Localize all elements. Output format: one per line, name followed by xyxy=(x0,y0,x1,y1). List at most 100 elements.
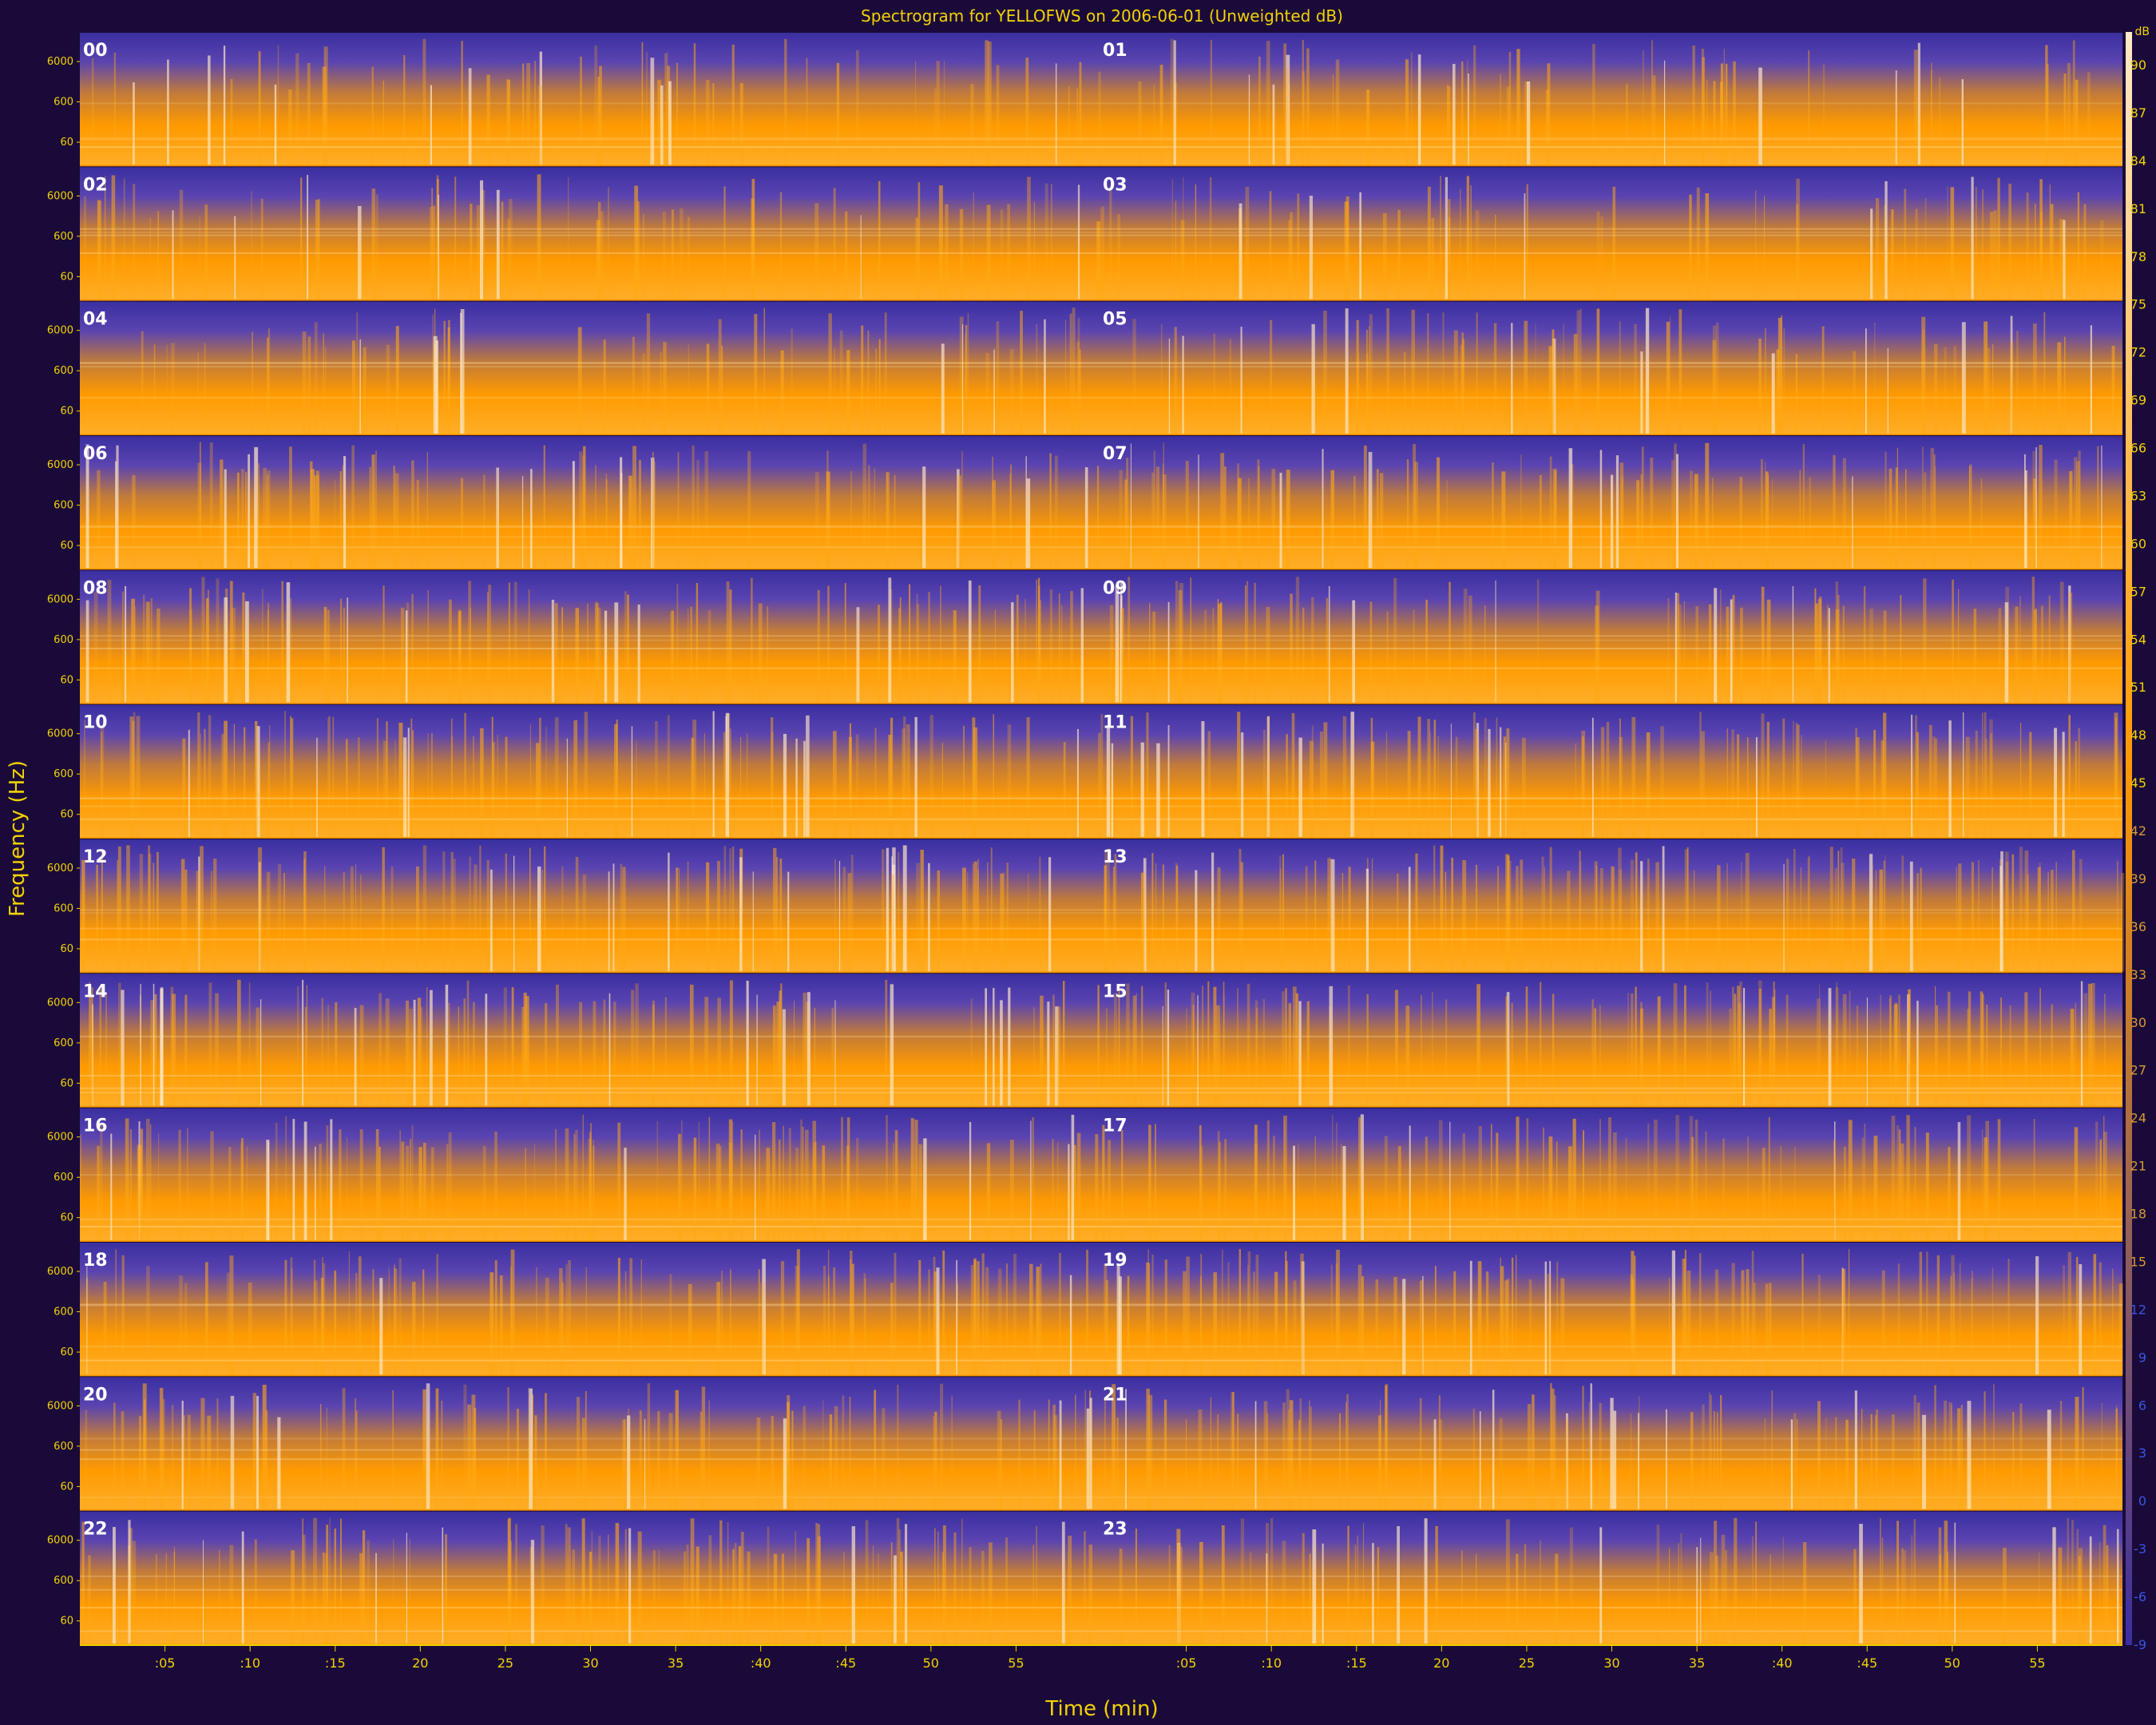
energy-streak xyxy=(718,319,722,434)
energy-streak xyxy=(963,725,965,837)
hour-label-12: 12 xyxy=(83,847,108,867)
energy-streak xyxy=(328,716,331,837)
energy-streak xyxy=(1289,1400,1294,1509)
energy-streak xyxy=(277,1417,281,1509)
energy-streak xyxy=(466,980,470,1106)
energy-streak xyxy=(918,1144,922,1240)
energy-streak xyxy=(1975,730,1978,837)
energy-streak xyxy=(1330,859,1335,972)
y-tick-label: 600 xyxy=(54,768,73,780)
energy-streak xyxy=(1461,332,1464,434)
energy-streak xyxy=(740,736,742,837)
energy-streak xyxy=(1799,470,1801,569)
energy-streak xyxy=(182,738,186,837)
energy-streak xyxy=(657,1410,660,1509)
energy-streak xyxy=(1292,986,1297,1106)
energy-streak xyxy=(1104,1397,1106,1509)
energy-streak xyxy=(129,1528,133,1644)
energy-streak xyxy=(1920,867,1922,972)
energy-streak xyxy=(561,1282,564,1375)
energy-streak xyxy=(1336,1122,1338,1240)
energy-streak xyxy=(1971,1271,1973,1375)
energy-streak xyxy=(205,597,209,703)
energy-streak xyxy=(639,1410,642,1509)
energy-streak xyxy=(125,585,127,703)
energy-streak xyxy=(1247,1265,1249,1375)
energy-streak xyxy=(2075,741,2077,837)
energy-streak xyxy=(1429,731,1431,837)
energy-streak xyxy=(759,1129,760,1240)
energy-streak xyxy=(1888,998,1891,1106)
energy-streak xyxy=(1322,449,1324,569)
energy-streak xyxy=(1076,1132,1081,1240)
energy-streak xyxy=(2089,1536,2092,1644)
energy-streak xyxy=(1153,84,1155,165)
energy-streak xyxy=(1817,998,1821,1106)
energy-streak xyxy=(1290,212,1293,299)
energy-streak xyxy=(386,721,388,837)
energy-streak xyxy=(378,1146,381,1240)
energy-streak xyxy=(582,1114,584,1240)
energy-streak xyxy=(1590,1383,1592,1509)
energy-streak xyxy=(780,350,784,434)
energy-streak xyxy=(1610,1398,1614,1509)
energy-streak xyxy=(302,979,304,1106)
energy-streak xyxy=(794,1001,795,1106)
energy-streak xyxy=(244,727,246,837)
energy-streak xyxy=(442,1527,444,1644)
energy-streak xyxy=(1694,1119,1698,1240)
hour-label-20: 20 xyxy=(83,1385,108,1405)
energy-streak xyxy=(1397,873,1399,972)
energy-streak xyxy=(888,735,892,837)
energy-streak xyxy=(1365,868,1369,972)
energy-streak xyxy=(1696,187,1700,299)
energy-streak xyxy=(698,1121,700,1240)
energy-streak xyxy=(1913,1519,1916,1644)
energy-streak xyxy=(1353,475,1356,569)
tonal-band xyxy=(80,1087,2122,1089)
energy-streak xyxy=(2051,1004,2053,1106)
energy-streak xyxy=(503,987,507,1106)
energy-streak xyxy=(113,1527,116,1644)
energy-streak xyxy=(435,1388,439,1509)
energy-streak xyxy=(2063,1265,2065,1375)
energy-streak xyxy=(358,737,360,837)
tonal-band xyxy=(80,798,2122,800)
row-background xyxy=(80,704,2122,838)
energy-streak xyxy=(617,1122,621,1240)
energy-streak xyxy=(448,1132,452,1240)
energy-streak xyxy=(1171,179,1173,299)
energy-streak xyxy=(2062,732,2065,837)
energy-streak xyxy=(957,469,960,569)
energy-streak xyxy=(1453,1271,1456,1375)
energy-streak xyxy=(1714,1521,1718,1644)
energy-streak xyxy=(1070,591,1073,703)
energy-streak xyxy=(1505,996,1508,1106)
energy-streak xyxy=(2079,1548,2083,1644)
energy-streak xyxy=(593,1140,595,1240)
energy-streak xyxy=(2074,1127,2079,1240)
energy-streak xyxy=(1770,1554,1771,1644)
y-tick-label: 6000 xyxy=(47,1400,73,1412)
energy-streak xyxy=(2050,204,2054,299)
energy-streak xyxy=(473,1001,475,1106)
energy-streak xyxy=(600,211,604,299)
energy-streak xyxy=(1828,608,1830,703)
energy-streak xyxy=(779,1140,781,1240)
energy-streak xyxy=(1771,353,1775,434)
energy-streak xyxy=(1567,870,1571,972)
energy-streak xyxy=(1463,589,1468,703)
energy-streak xyxy=(2011,342,2013,434)
energy-streak xyxy=(1773,981,1775,1106)
energy-streak xyxy=(492,742,495,837)
energy-streak xyxy=(536,1267,537,1375)
energy-streak xyxy=(507,1387,509,1509)
energy-streak xyxy=(729,728,731,837)
energy-streak xyxy=(229,581,233,703)
x-tick-label: 20 xyxy=(412,1656,428,1671)
energy-streak xyxy=(1714,588,1718,703)
energy-streak xyxy=(426,1383,430,1509)
energy-streak xyxy=(2070,1009,2075,1106)
energy-streak xyxy=(629,1258,633,1375)
chart-title: Spectrogram for YELLOFWS on 2006-06-01 (… xyxy=(861,6,1343,26)
